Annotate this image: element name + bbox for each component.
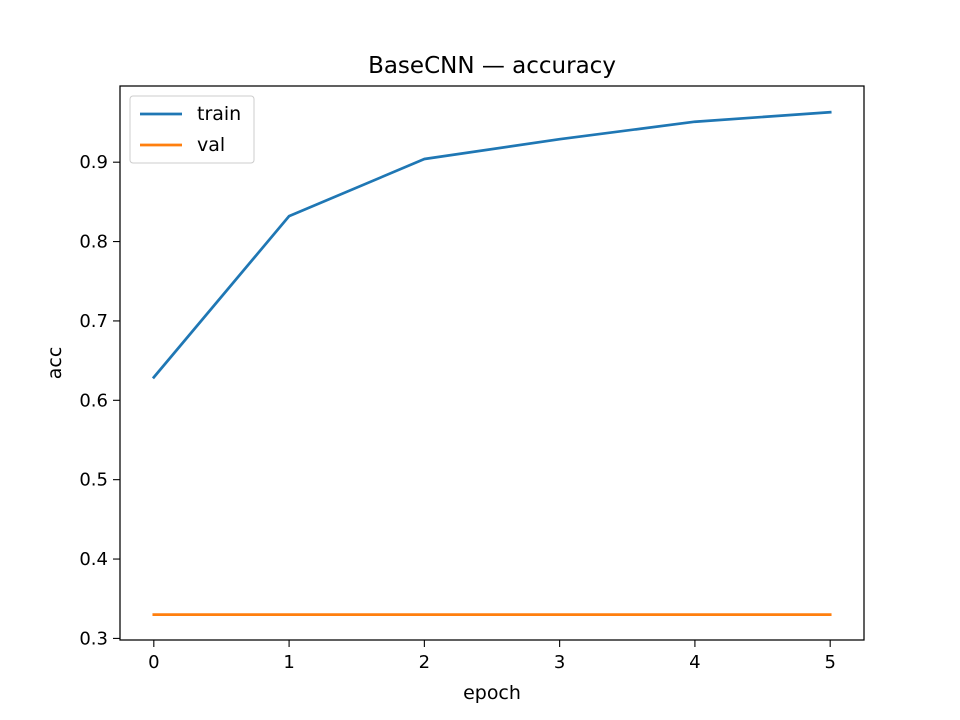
x-tick-label: 1 xyxy=(283,652,294,673)
y-tick-label: 0.6 xyxy=(79,390,108,411)
y-tick-label: 0.3 xyxy=(79,628,108,649)
y-tick-label: 0.9 xyxy=(79,152,108,173)
x-tick-label: 5 xyxy=(824,652,835,673)
y-tick-label: 0.7 xyxy=(79,311,108,332)
legend-label-train: train xyxy=(197,103,241,125)
x-tick-label: 0 xyxy=(148,652,159,673)
y-axis-ticks: 0.3 0.4 0.5 0.6 0.7 0.8 0.9 xyxy=(79,152,120,649)
y-tick-label: 0.5 xyxy=(79,470,108,491)
x-tick-label: 2 xyxy=(419,652,430,673)
y-axis-title: acc xyxy=(44,347,66,380)
x-tick-label: 4 xyxy=(689,652,700,673)
plot-frame xyxy=(119,85,865,641)
y-tick-label: 0.8 xyxy=(79,232,108,253)
x-axis-title: epoch xyxy=(463,682,521,704)
series-line-train xyxy=(151,110,832,380)
legend-label-val: val xyxy=(197,134,225,156)
plot-area: 0 1 2 3 4 5 0.3 0.4 0.5 0.6 0.7 0.8 0.9 xyxy=(79,85,865,673)
y-tick-label: 0.4 xyxy=(79,549,108,570)
chart-title: BaseCNN — accuracy xyxy=(368,53,616,79)
series-layer xyxy=(151,110,832,616)
legend: train val xyxy=(129,95,255,164)
x-tick-label: 3 xyxy=(554,652,565,673)
x-axis-ticks: 0 1 2 3 4 5 xyxy=(148,640,836,673)
